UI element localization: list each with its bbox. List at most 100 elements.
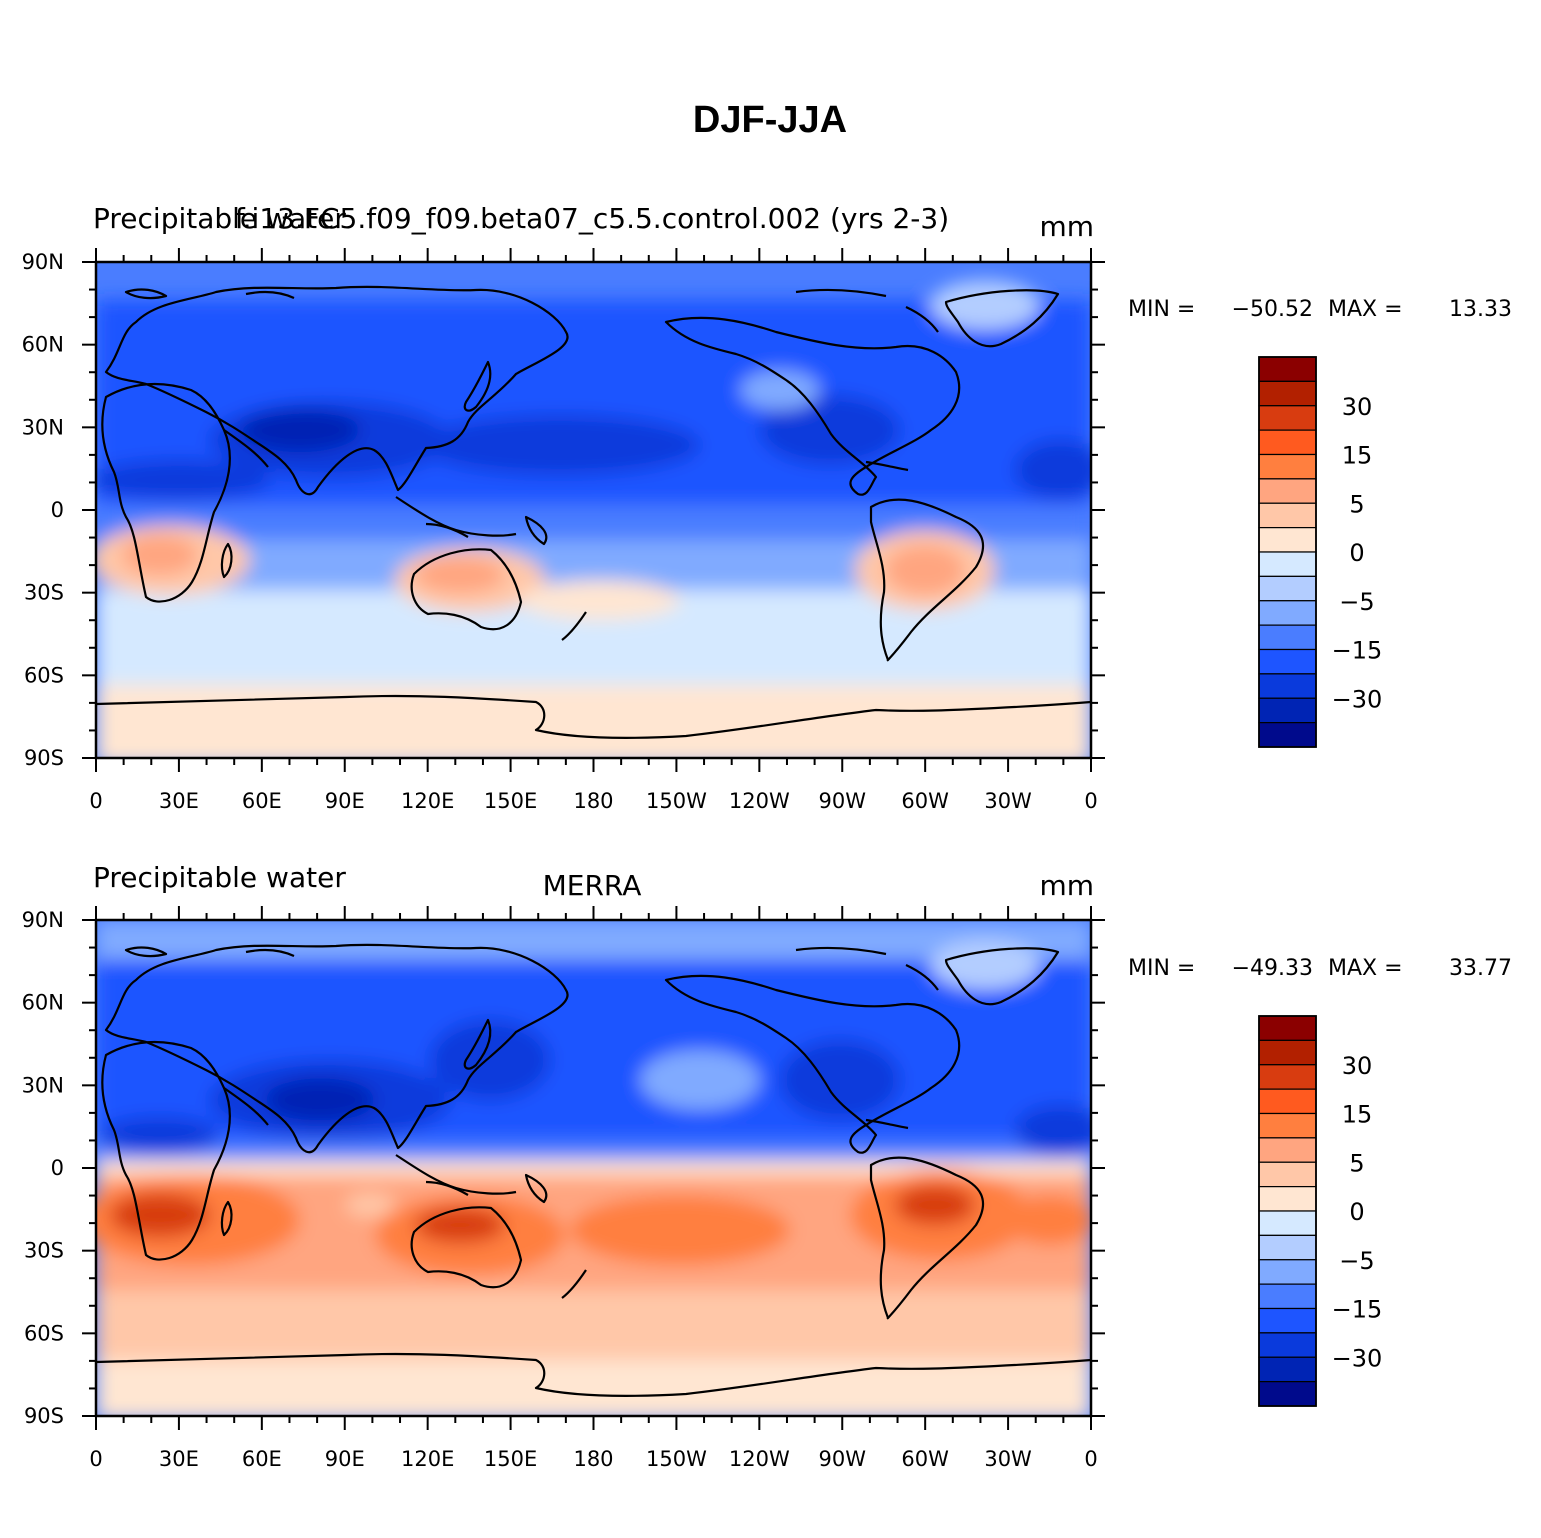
- panel-2-lon-ticks: 0 30E 60E 90E 120E 150E 180 150W 120W 90W 60W 30W 0: [89, 906, 1098, 1471]
- colorbar-box: [1258, 478, 1317, 504]
- lon-tick-label: 30E: [159, 1447, 199, 1471]
- lon-tick-label: 0: [1084, 789, 1097, 813]
- colorbar-box: [1258, 648, 1317, 675]
- panel-1-min-label: MIN =: [1128, 297, 1195, 322]
- colorbar-label: 30: [1342, 393, 1373, 421]
- lat-tick-label: 90S: [24, 746, 64, 770]
- colorbar-box: [1258, 502, 1317, 529]
- colorbar-box: [1258, 600, 1317, 626]
- colorbar-box: [1258, 356, 1317, 382]
- colorbar-label: −15: [1332, 1296, 1383, 1324]
- colorbar-label: 5: [1349, 490, 1364, 518]
- lat-tick-label: 30S: [24, 581, 64, 605]
- panel-2-max-value: 33.77: [1449, 956, 1512, 981]
- colorbar-label: 15: [1342, 1101, 1373, 1129]
- panel-1-colorbar: 30 15 5 0 −5 −15 −30: [1258, 356, 1383, 748]
- lon-tick-label: 90E: [325, 789, 365, 813]
- colorbar-box: [1258, 1259, 1317, 1285]
- colorbar-label: 5: [1349, 1149, 1364, 1177]
- panel-1-lon-ticks: 0 30E 60E 90E 120E 150E 180 150W 120W 90W 60W 30W 0: [89, 248, 1098, 813]
- lat-tick-label: 0: [51, 1156, 64, 1180]
- panel-1-left-title: Precipitable water: [93, 202, 346, 235]
- colorbar-box: [1258, 1064, 1317, 1090]
- colorbar-box: [1258, 1161, 1317, 1188]
- colorbar-box: [1258, 1039, 1317, 1066]
- lon-tick-label: 60E: [242, 1447, 282, 1471]
- colorbar-box: [1258, 380, 1317, 407]
- lat-tick-label: 60S: [24, 663, 64, 687]
- colorbar-box: [1258, 405, 1317, 431]
- lon-tick-label: 150E: [484, 1447, 537, 1471]
- colorbar-label: −5: [1339, 1247, 1374, 1275]
- lon-tick-label: 150W: [646, 789, 707, 813]
- panel-1-lat-ticks: 90N 60N 30N 0 30S 60S 90S: [22, 250, 1105, 770]
- lon-tick-label: 90W: [819, 1447, 867, 1471]
- lon-tick-label: 60E: [242, 789, 282, 813]
- lon-tick-label: 30W: [984, 789, 1032, 813]
- panel-1-map: [96, 262, 1091, 758]
- colorbar-box: [1258, 1356, 1317, 1383]
- colorbar-box: [1258, 1015, 1317, 1041]
- colorbar-label: 15: [1342, 442, 1373, 470]
- colorbar-label: −15: [1332, 637, 1383, 665]
- lon-tick-label: 120W: [729, 789, 790, 813]
- lon-tick-label: 180: [573, 789, 613, 813]
- lat-tick-label: 60S: [24, 1321, 64, 1345]
- colorbar-box: [1258, 1283, 1317, 1310]
- lon-tick-label: 150E: [484, 789, 537, 813]
- panel-2-center-title: MERRA: [543, 869, 642, 902]
- lat-tick-label: 90N: [22, 250, 64, 274]
- colorbar-label: 0: [1349, 539, 1364, 567]
- colorbar-box: [1258, 1137, 1317, 1163]
- lon-tick-label: 60W: [901, 789, 949, 813]
- colorbar-box: [1258, 1088, 1317, 1115]
- lon-tick-label: 180: [573, 1447, 613, 1471]
- colorbar-box: [1258, 551, 1317, 577]
- lat-tick-label: 30N: [22, 1073, 64, 1097]
- colorbar-box: [1258, 1307, 1317, 1334]
- panel-1-center-title: f.i13.FC5.f09_f09.beta07_c5.5.control.00…: [235, 202, 949, 235]
- colorbar-box: [1258, 1210, 1317, 1236]
- panel-2-max-label: MAX =: [1328, 956, 1403, 981]
- colorbar-box: [1258, 429, 1317, 456]
- lat-tick-label: 0: [51, 498, 64, 522]
- lat-tick-label: 30S: [24, 1239, 64, 1263]
- colorbar-box: [1258, 453, 1317, 480]
- main-title: DJF-JJA: [693, 99, 847, 141]
- lon-tick-label: 150W: [646, 1447, 707, 1471]
- lon-tick-label: 30W: [984, 1447, 1032, 1471]
- lat-tick-label: 90S: [24, 1404, 64, 1428]
- panel-2-left-title: Precipitable water: [93, 861, 346, 894]
- lon-tick-label: 0: [89, 1447, 102, 1471]
- lat-tick-label: 90N: [22, 908, 64, 932]
- colorbar-frame: [1258, 356, 1317, 748]
- lon-tick-label: 120E: [401, 789, 454, 813]
- colorbar-box: [1258, 1381, 1317, 1407]
- panel-1-max-label: MAX =: [1328, 297, 1403, 322]
- panel-2-min-label: MIN =: [1128, 956, 1195, 981]
- colorbar-box: [1258, 527, 1317, 553]
- colorbar-label: 0: [1349, 1198, 1364, 1226]
- colorbar-label: 30: [1342, 1052, 1373, 1080]
- panel-2-colorbar: 30 15 5 0 −5 −15 −30: [1258, 1015, 1383, 1407]
- colorbar-box: [1258, 624, 1317, 651]
- panel-1-min-value: −50.52: [1232, 297, 1313, 322]
- panel-2-min-value: −49.33: [1232, 956, 1313, 981]
- colorbar-frame: [1258, 1015, 1317, 1407]
- colorbar-box: [1258, 575, 1317, 602]
- colorbar-box: [1258, 1332, 1317, 1358]
- colorbar-box: [1258, 1234, 1317, 1261]
- panel-1-max-value: 13.33: [1449, 297, 1512, 322]
- lat-tick-label: 30N: [22, 415, 64, 439]
- panel-2-units: mm: [1039, 869, 1094, 902]
- lon-tick-label: 120W: [729, 1447, 790, 1471]
- colorbar-label: −30: [1332, 685, 1383, 713]
- colorbar-box: [1258, 1186, 1317, 1212]
- lon-tick-label: 90W: [819, 789, 867, 813]
- panel-1-units: mm: [1039, 210, 1094, 243]
- lat-tick-label: 60N: [22, 333, 64, 357]
- colorbar-box: [1258, 722, 1317, 748]
- lon-tick-label: 0: [1084, 1447, 1097, 1471]
- colorbar-box: [1258, 697, 1317, 724]
